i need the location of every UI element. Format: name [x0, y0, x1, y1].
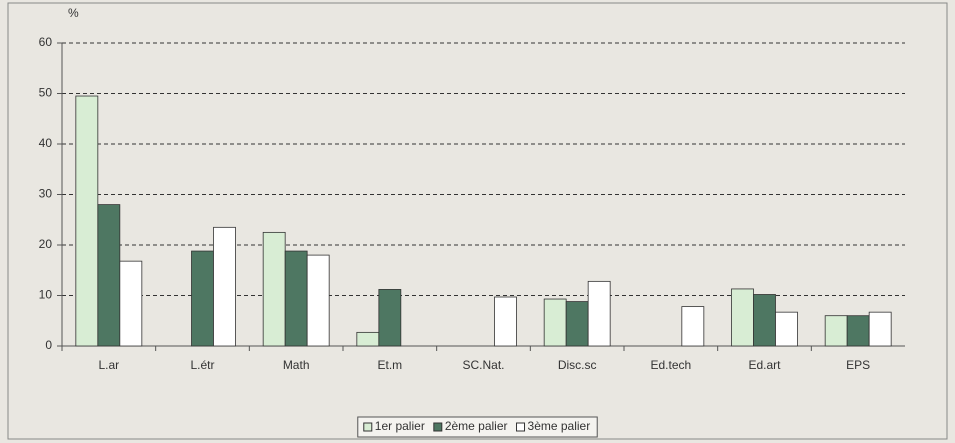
x-tick-label: L.ar — [98, 358, 119, 372]
bar — [262, 231, 286, 347]
bar — [213, 226, 236, 347]
legend-label: 2ème palier — [445, 419, 508, 433]
legend-swatch — [516, 422, 526, 432]
legend-swatch — [363, 422, 373, 432]
y-tick-label: 60 — [39, 35, 53, 49]
bar — [191, 250, 214, 347]
chart-border — [7, 2, 948, 440]
bar — [681, 306, 705, 347]
bar — [543, 298, 567, 347]
bar — [306, 254, 330, 347]
y-tick-label: 40 — [39, 136, 53, 150]
bar — [846, 315, 870, 347]
x-tick-label: Ed.tech — [650, 358, 691, 372]
bar — [587, 280, 611, 347]
bar — [284, 250, 308, 347]
bar — [775, 311, 798, 347]
bar — [824, 315, 848, 347]
x-tick-label: L.étr — [190, 358, 214, 372]
bar — [494, 296, 517, 347]
bar — [378, 289, 402, 347]
legend-label: 1er palier — [375, 419, 425, 433]
y-tick-label: 10 — [39, 288, 53, 302]
bar — [75, 95, 99, 347]
x-tick-label: Et.m — [377, 358, 402, 372]
x-tick-label: Ed.art — [748, 358, 781, 372]
x-tick-label: SC.Nat. — [462, 358, 504, 372]
legend-swatch — [433, 422, 443, 432]
bar — [868, 311, 892, 347]
x-tick-label: Disc.sc — [558, 358, 597, 372]
bar — [119, 260, 143, 347]
bar — [753, 294, 776, 347]
x-tick-label: EPS — [846, 358, 870, 372]
bar — [97, 204, 121, 347]
y-tick-label: 50 — [39, 86, 53, 100]
bar — [565, 301, 589, 347]
legend-label: 3ème palier — [528, 419, 591, 433]
y-axis-label: % — [68, 6, 79, 20]
y-tick-label: 0 — [45, 338, 52, 352]
y-tick-label: 20 — [39, 237, 53, 251]
bar — [356, 331, 380, 347]
bar — [731, 288, 754, 347]
y-tick-label: 30 — [39, 187, 53, 201]
legend-box — [357, 416, 598, 438]
x-tick-label: Math — [283, 358, 310, 372]
